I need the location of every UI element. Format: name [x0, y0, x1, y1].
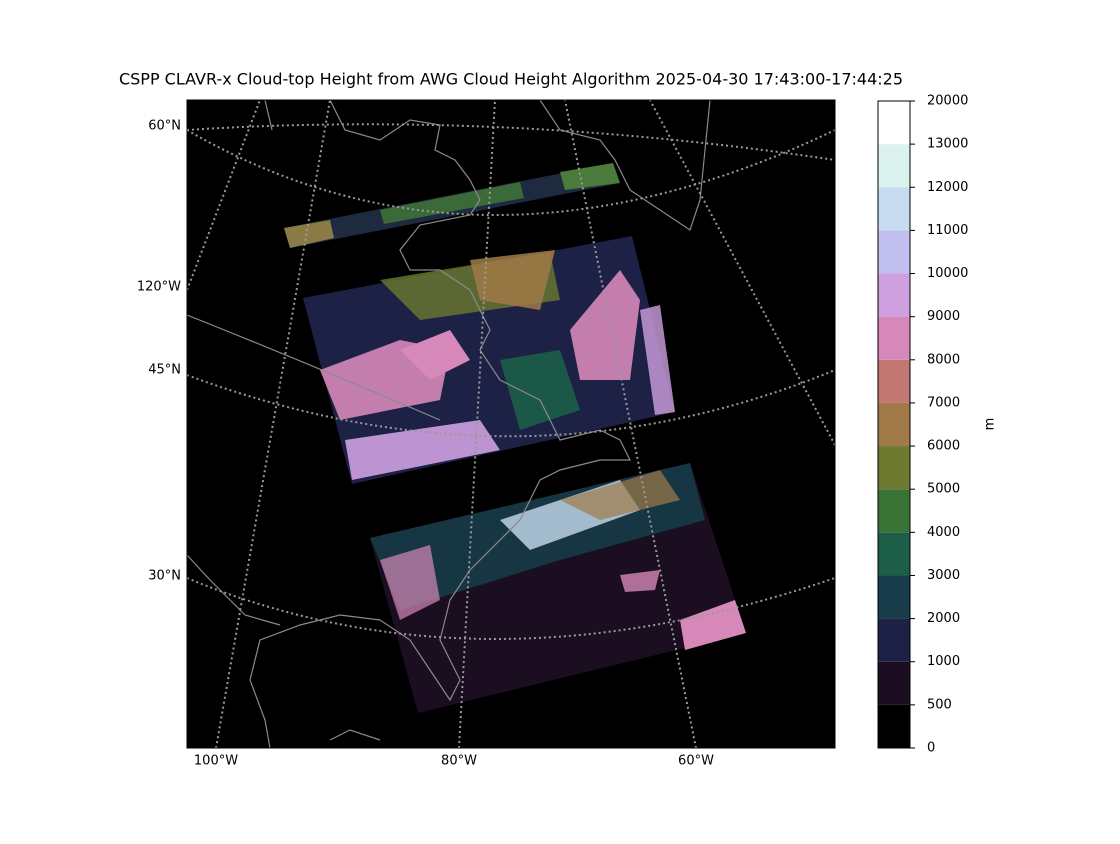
coastline — [539, 100, 711, 231]
colorbar-tick-label: 1000 — [927, 654, 960, 669]
colorbar-segment — [878, 575, 910, 619]
coastline — [187, 554, 281, 626]
graticule — [564, 100, 697, 748]
colorbar-tick-label: 7000 — [927, 395, 960, 410]
colorbar-segment — [878, 230, 910, 274]
colorbar-tick-label: 11000 — [927, 223, 968, 238]
map-frame — [186, 99, 836, 749]
colorbar-segment — [878, 446, 910, 490]
cloud — [470, 250, 555, 310]
lon-label: 120°W — [137, 280, 181, 295]
colorbar-segment — [878, 618, 910, 662]
colorbar-segment — [878, 359, 910, 403]
graticule — [187, 369, 835, 438]
colorbar-label: m — [983, 418, 998, 431]
graticule — [458, 100, 496, 748]
lon-label: 60°W — [678, 754, 714, 769]
swath — [303, 236, 675, 484]
colorbar-segment — [878, 402, 910, 447]
cloud — [620, 570, 660, 592]
colorbar-segment — [878, 489, 910, 533]
colorbar-tick-label: 13000 — [927, 137, 968, 152]
border — [187, 314, 441, 421]
colorbar-tick-label: 2000 — [927, 611, 960, 626]
cloud — [640, 305, 675, 415]
colorbar-tick-label: 10000 — [927, 266, 968, 281]
cloud — [680, 600, 746, 650]
cloud — [284, 220, 334, 248]
colorbar-tick-label: 4000 — [927, 525, 960, 540]
colorbar: 0 500 1000 2000 3000 4000 5000 6000 7000 8000 9000… — [877, 94, 968, 756]
colorbar-segment — [878, 661, 910, 705]
cloud — [500, 350, 580, 430]
cloud — [560, 470, 680, 520]
colorbar-segment — [878, 532, 910, 576]
colorbar-segment — [878, 144, 910, 188]
cloud — [380, 545, 440, 620]
graticule — [649, 100, 835, 446]
colorbar-segment — [878, 187, 910, 231]
colorbar-tick-label: 20000 — [927, 94, 968, 109]
cloud — [380, 182, 524, 224]
colorbar-tick-label: 12000 — [927, 180, 968, 195]
graticule — [187, 577, 835, 640]
lon-label: 80°W — [441, 754, 477, 769]
graticule — [187, 100, 261, 291]
colorbar-tick-label: 5000 — [927, 482, 960, 497]
graticule — [187, 123, 835, 161]
cloud — [570, 270, 640, 380]
colorbar-segment — [878, 101, 910, 145]
title: CSPP CLAVR-x Cloud-top Height from AWG C… — [119, 70, 903, 89]
colorbar-tick-label: 3000 — [927, 568, 960, 583]
map — [187, 100, 835, 748]
lat-label: 30°N — [148, 569, 181, 584]
colorbar-segment — [878, 316, 910, 360]
colorbar-tick-label: 6000 — [927, 439, 960, 454]
colorbar-segment — [878, 704, 910, 748]
colorbar-segment — [878, 273, 910, 317]
coastline — [249, 100, 631, 748]
lat-label: 45°N — [148, 363, 181, 378]
lon-label: 100°W — [194, 754, 238, 769]
colorbar-tick-label: 8000 — [927, 352, 960, 367]
colorbar-tick-label: 500 — [927, 697, 952, 712]
colorbar-tick-label: 9000 — [927, 309, 960, 324]
colorbar-frame — [877, 100, 911, 749]
coastline — [329, 729, 381, 741]
cloud — [560, 163, 620, 190]
colorbar-tick-label: 0 — [927, 741, 935, 756]
cloud — [400, 330, 470, 380]
lat-label: 60°N — [148, 119, 181, 134]
